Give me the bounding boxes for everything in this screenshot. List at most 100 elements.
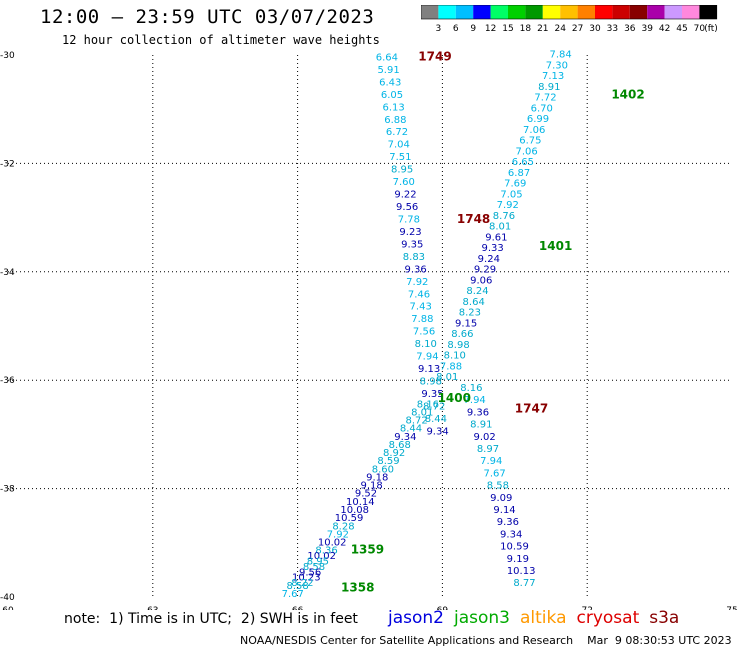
swh-value: 8.59	[377, 456, 399, 467]
swh-value: 9.23	[399, 227, 421, 238]
x-tick-label: 75	[726, 606, 737, 610]
colorbar-swatch	[490, 5, 508, 19]
swh-value: 7.92	[497, 200, 519, 211]
swh-value: 9.34	[426, 426, 448, 437]
x-tick-label: 60	[2, 606, 14, 610]
colorbar-swatch	[595, 5, 613, 19]
colorbar-tick-label: 33	[607, 24, 618, 33]
footer-credit: NOAA/NESDIS Center for Satellite Applica…	[240, 634, 732, 647]
swh-value: 8.91	[538, 82, 560, 93]
swh-value: 9.24	[478, 254, 500, 265]
swh-value: 7.92	[406, 277, 428, 288]
colorbar-tick-label: 18	[520, 24, 532, 33]
satellite-cryosat: cryosat	[576, 608, 640, 628]
colorbar-swatch	[542, 5, 561, 19]
swh-value: 8.68	[389, 440, 411, 451]
colorbar-tick-label: 42	[659, 24, 670, 33]
swh-value: 9.15	[455, 318, 477, 329]
swh-value: 6.05	[381, 90, 403, 101]
swh-value: 8.95	[391, 165, 413, 176]
swh-value: 7.69	[504, 179, 526, 190]
swh-value: 8.92	[383, 448, 405, 459]
swh-value: 9.34	[500, 529, 522, 540]
colorbar-tick-label: 15	[502, 24, 513, 33]
swh-value: 9.36	[404, 264, 426, 275]
swh-value: 8.58	[303, 562, 325, 573]
swh-value: 9.52	[355, 489, 377, 500]
page-title: 12:00 – 23:59 UTC 03/07/2023	[40, 6, 375, 28]
colorbar-unit: (ft)	[704, 24, 718, 33]
y-tick-label: -30	[0, 51, 15, 61]
swh-value: 9.06	[470, 275, 492, 286]
swh-value: 10.02	[318, 538, 347, 549]
swh-value: 9.02	[474, 432, 496, 443]
swh-value: 9.18	[366, 472, 388, 483]
x-tick-label: 63	[147, 606, 158, 610]
colorbar-swatch	[664, 5, 682, 19]
track-time-label: 1359	[351, 543, 384, 557]
swh-value: 8.01	[411, 407, 433, 418]
swh-value: 6.99	[527, 114, 549, 125]
swh-value: 9.22	[394, 190, 416, 201]
colorbar-tick-label: 30	[589, 24, 601, 33]
swh-value: 7.67	[483, 468, 505, 479]
colorbar-swatch	[612, 5, 630, 19]
swh-value: 7.67	[282, 589, 304, 600]
swh-value: 8.10	[415, 339, 437, 350]
swh-value: 9.33	[481, 243, 503, 254]
swh-value: 10.59	[335, 513, 364, 524]
swh-value: 8.24	[466, 286, 488, 297]
swh-value: 5.91	[377, 65, 399, 76]
swh-value: 7.94	[464, 395, 486, 406]
swh-value: 8.77	[513, 578, 535, 589]
swh-value: 8.58	[487, 481, 509, 492]
track-time-label: 1402	[611, 87, 644, 101]
swh-value: 8.66	[451, 329, 473, 340]
colorbar-swatch	[455, 5, 474, 19]
colorbar-tick-label: 3	[436, 24, 442, 33]
swh-value: 8.16	[417, 399, 439, 410]
swh-value: 8.97	[477, 444, 499, 455]
y-tick-label: -36	[0, 376, 15, 386]
swh-value: 7.88	[440, 361, 462, 372]
colorbar-tick-label: 39	[641, 24, 653, 33]
swh-value: 8.72	[423, 401, 445, 412]
swh-value: 10.02	[307, 551, 336, 562]
swh-value: 8.76	[493, 211, 515, 222]
colorbar-swatch	[577, 5, 595, 19]
satellite-jason2: jason2	[388, 608, 444, 628]
page-subtitle: 12 hour collection of altimeter wave hei…	[62, 33, 380, 47]
swh-value: 9.09	[490, 493, 512, 504]
swh-value: 6.43	[379, 77, 401, 88]
swh-value: 7.51	[389, 152, 411, 163]
swh-value: 7.06	[515, 146, 537, 157]
colorbar-tick-label: 70	[694, 24, 706, 33]
swh-value: 8.01	[436, 372, 458, 383]
y-tick-label: -32	[0, 159, 15, 169]
swh-value: 9.19	[507, 554, 529, 565]
swh-value: 9.36	[497, 517, 519, 528]
track-time-label: 1401	[539, 239, 572, 253]
track-time-label: 1747	[515, 402, 548, 416]
note-text: note: 1) Time is in UTC; 2) SWH is in fe…	[64, 611, 358, 627]
swh-value: 7.92	[327, 529, 349, 540]
colorbar-swatch	[699, 5, 717, 19]
swh-value: 8.58	[286, 581, 308, 592]
colorbar-tick-label: 12	[485, 24, 496, 33]
swh-value: 7.06	[523, 125, 545, 136]
swh-value: 7.84	[550, 50, 572, 61]
swh-value: 8.44	[400, 424, 422, 435]
swh-value: 9.36	[467, 407, 489, 418]
swh-value: 10.59	[500, 542, 529, 553]
x-tick-label: 69	[437, 606, 449, 610]
swh-value: 9.35	[421, 389, 443, 400]
swh-value: 9.35	[401, 239, 423, 250]
colorbar-swatch	[629, 5, 648, 19]
swh-value: 8.91	[470, 420, 492, 431]
colorbar-swatch	[421, 5, 439, 19]
swh-value: 7.05	[500, 189, 522, 200]
swh-value: 7.78	[398, 214, 420, 225]
swh-value: 7.88	[411, 314, 433, 325]
colorbar-tick-label: 6	[453, 24, 459, 33]
swh-value: 6.64	[376, 52, 398, 63]
